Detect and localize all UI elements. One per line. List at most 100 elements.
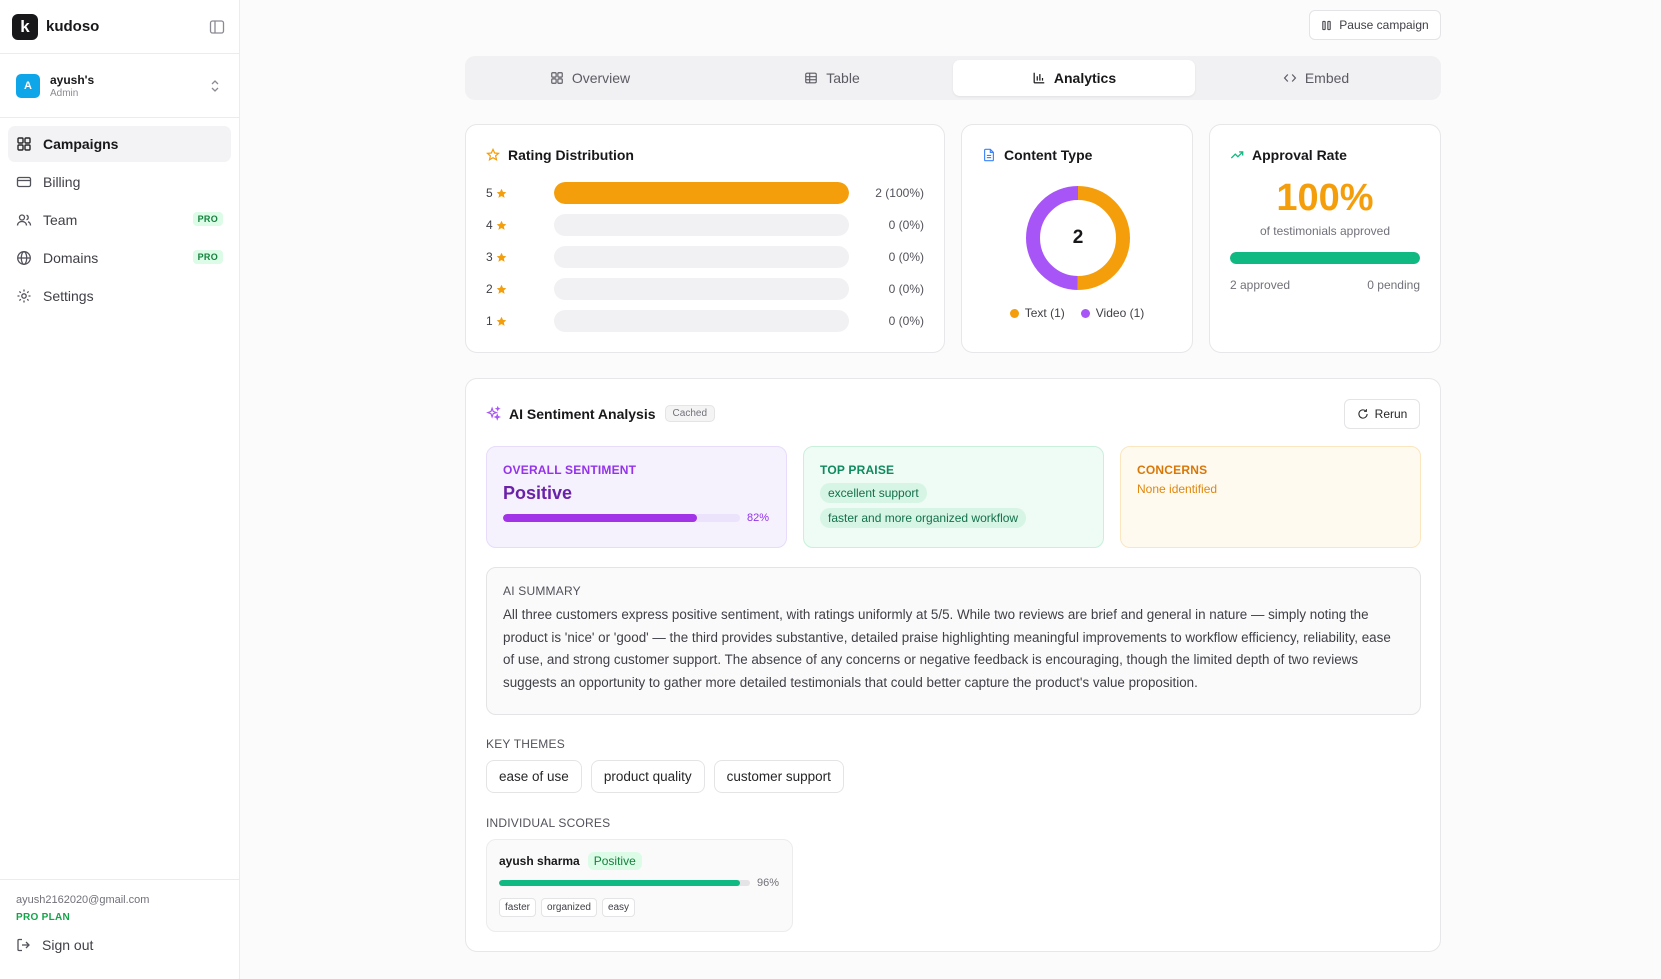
rating-stars-label: 4 xyxy=(486,218,493,232)
praise-tag: faster and more organized workflow xyxy=(820,508,1027,528)
top-praise-panel: Top praise excellent support faster and … xyxy=(803,446,1104,548)
brand-logo[interactable]: k xyxy=(12,13,38,40)
tab-overview[interactable]: Overview xyxy=(469,60,711,96)
rating-count: 0 (0%) xyxy=(888,314,924,328)
score-name: ayush sharma xyxy=(499,854,580,868)
pro-badge: PRO xyxy=(192,212,223,226)
star-icon xyxy=(496,252,506,262)
cached-badge: Cached xyxy=(664,405,715,422)
user-plan: PRO PLAN xyxy=(16,912,71,923)
praise-tag: excellent support xyxy=(820,483,927,503)
rating-bar-track xyxy=(554,278,849,300)
sign-out-button[interactable]: Sign out xyxy=(16,937,223,953)
sidebar-item-label: Settings xyxy=(43,288,94,304)
file-text-icon xyxy=(984,148,994,162)
gear-icon xyxy=(17,289,31,303)
score-tag: faster xyxy=(499,898,537,917)
sidebar-item-label: Team xyxy=(43,212,78,228)
workspace-name: ayush's xyxy=(50,72,95,87)
sparkles-icon xyxy=(486,406,501,421)
star-icon xyxy=(496,284,506,294)
view-tabs: Overview Table Analytics Embed xyxy=(465,56,1441,100)
ai-sentiment-card: AI Sentiment Analysis Cached Rerun Overa… xyxy=(465,378,1441,952)
content-type-card: Content Type 2 Text (1) Video (1) xyxy=(961,124,1193,353)
rating-count: 0 (0%) xyxy=(888,250,924,264)
individual-score-card: ayush sharma Positive 96% faster organiz… xyxy=(486,839,793,932)
table-icon xyxy=(805,72,818,84)
score-tag: organized xyxy=(541,898,597,917)
pro-badge: PRO xyxy=(192,250,223,264)
rerun-button[interactable]: Rerun xyxy=(1344,399,1420,429)
workspace-avatar: A xyxy=(16,73,40,98)
approval-bar-track xyxy=(1230,252,1420,264)
rating-bar-track xyxy=(554,246,849,268)
overall-sentiment-panel: Overall sentiment Positive 82% xyxy=(486,446,787,548)
sentiment-bar-fill xyxy=(503,514,698,522)
overall-sentiment-label: Overall sentiment xyxy=(503,463,637,477)
ai-sentiment-title: AI Sentiment Analysis xyxy=(509,405,656,422)
sentiment-percentage: 82% xyxy=(747,512,770,524)
legend-label: Text (1) xyxy=(1024,306,1065,320)
theme-chip[interactable]: product quality xyxy=(590,760,705,793)
score-bar-fill xyxy=(499,880,740,886)
rating-stars-label: 3 xyxy=(486,250,493,264)
rating-bar-track xyxy=(554,310,849,332)
ai-summary-label: AI SUMMARY xyxy=(503,584,581,598)
theme-chip[interactable]: customer support xyxy=(713,760,844,793)
rating-count: 0 (0%) xyxy=(888,282,924,296)
code-icon xyxy=(1283,74,1297,82)
concerns-label: Concerns xyxy=(1137,463,1208,477)
donut-slice-1 xyxy=(1026,186,1130,290)
legend-dot xyxy=(1080,308,1090,318)
pause-campaign-button[interactable]: Pause campaign xyxy=(1309,10,1441,40)
rerun-label: Rerun xyxy=(1374,407,1408,421)
tab-table[interactable]: Table xyxy=(711,60,953,96)
pause-icon xyxy=(1322,20,1332,30)
content-type-donut: 2 xyxy=(1025,185,1131,291)
score-bar-track xyxy=(499,880,750,886)
donut-chart xyxy=(1026,186,1130,290)
legend-dot xyxy=(1009,308,1019,318)
tab-label: Table xyxy=(826,70,860,86)
tab-label: Analytics xyxy=(1053,70,1117,86)
user-email: ayush2162020@gmail.com xyxy=(16,894,150,906)
workspace-switcher[interactable]: A ayush's Admin xyxy=(0,54,239,118)
concerns-value: None identified xyxy=(1137,482,1218,496)
sentiment-bar-track xyxy=(503,514,740,522)
grid-icon xyxy=(17,137,31,151)
sidebar-item-campaigns[interactable]: Campaigns xyxy=(8,126,231,162)
approval-subtitle: of testimonials approved xyxy=(1259,224,1391,238)
rating-distribution-title: Rating Distribution xyxy=(508,147,634,163)
rating-row: 2 0 (0%) xyxy=(486,273,924,305)
sidebar-item-settings[interactable]: Settings xyxy=(8,278,231,314)
theme-chip[interactable]: ease of use xyxy=(486,760,582,793)
brand-name[interactable]: kudoso xyxy=(46,18,100,35)
sidebar-item-billing[interactable]: Billing xyxy=(8,164,231,200)
tab-label: Embed xyxy=(1304,70,1350,86)
rating-bar-track xyxy=(554,214,849,236)
legend-item-text: Text (1) xyxy=(1009,306,1065,320)
rating-bar-track xyxy=(554,182,849,204)
sidebar-footer: ayush2162020@gmail.com PRO PLAN Sign out xyxy=(0,879,239,979)
rating-stars-label: 1 xyxy=(486,314,493,328)
sidebar-item-domains[interactable]: Domains PRO xyxy=(8,240,231,276)
rating-row: 3 0 (0%) xyxy=(486,241,924,273)
bar-chart-icon xyxy=(1033,72,1045,84)
pending-count: 0 pending xyxy=(1367,278,1420,292)
ai-summary-box: AI SUMMARY All three customers express p… xyxy=(486,567,1421,715)
overall-sentiment-value: Positive xyxy=(503,483,573,503)
log-out-icon xyxy=(17,938,30,952)
sidebar-item-team[interactable]: Team PRO xyxy=(8,202,231,238)
sidebar-item-label: Billing xyxy=(43,174,81,190)
approval-rate-card: Approval Rate 100% of testimonials appro… xyxy=(1209,124,1441,353)
workspace-role: Admin xyxy=(50,87,79,99)
concerns-panel: Concerns None identified xyxy=(1120,446,1421,548)
score-sentiment-badge: Positive xyxy=(587,852,642,870)
approval-bar-fill xyxy=(1230,252,1420,264)
rating-count: 0 (0%) xyxy=(888,218,924,232)
sidebar-collapse-icon[interactable] xyxy=(209,19,225,35)
rating-distribution-card: Rating Distribution 5 2 (100%) 4 0 (0%) … xyxy=(465,124,945,353)
tab-embed[interactable]: Embed xyxy=(1195,60,1437,96)
rating-row: 5 2 (100%) xyxy=(486,177,924,209)
tab-analytics[interactable]: Analytics xyxy=(953,60,1195,96)
